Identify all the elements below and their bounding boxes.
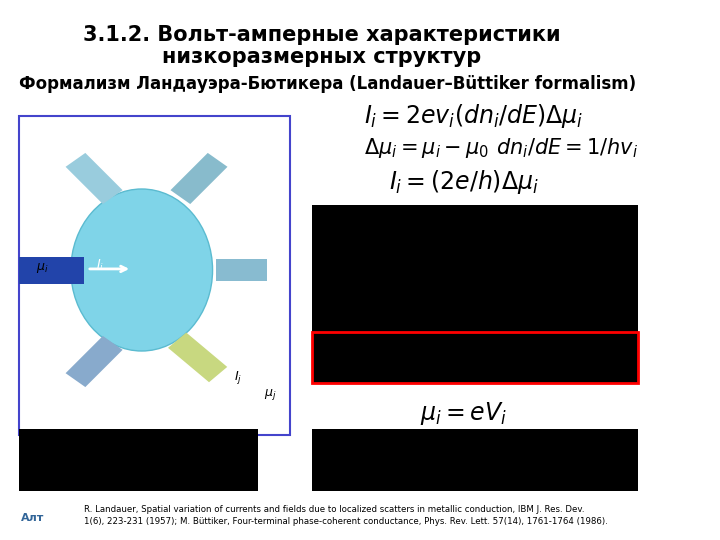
Text: $\mu_j$: $\mu_j$ [264, 387, 276, 402]
Bar [19, 429, 258, 491]
Text: $\mathbf{\mathit{I_i}} = 2e\mathbf{\mathit{v_i}}(d\mathbf{\mathit{n_i}}/d\mathbf: $\mathbf{\mathit{I_i}} = 2e\mathbf{\math… [364, 102, 583, 130]
Text: R. Landauer, Spatial variation of currents and fields due to localized scatters : R. Landauer, Spatial variation of curren… [84, 505, 608, 526]
FancyBboxPatch shape [19, 116, 290, 435]
Text: $d\mathbf{\mathit{n_i}}/d\mathbf{\mathit{E}} = 1/h\mathbf{\mathit{v_i}}$: $d\mathbf{\mathit{n_i}}/d\mathbf{\mathit… [496, 137, 638, 160]
Bar [312, 429, 638, 491]
Text: $\mathbf{\mathit{I_i}} = (2e/h)\Delta\mathbf{\mathit{\mu_i}}$: $\mathbf{\mathit{I_i}} = (2e/h)\Delta\ma… [389, 168, 539, 196]
Text: $I_j$: $I_j$ [234, 369, 243, 387]
Text: $I_i$: $I_i$ [96, 258, 104, 273]
Polygon shape [66, 153, 122, 204]
Polygon shape [19, 256, 84, 284]
Bar [312, 332, 638, 383]
Text: Формализм Ландауэра-Бютикера (Landauer–Büttiker formalism): Формализм Ландауэра-Бютикера (Landauer–B… [19, 75, 636, 93]
Text: 3.1.2. Вольт-амперные характеристики: 3.1.2. Вольт-амперные характеристики [84, 25, 561, 45]
Text: $\Delta\mathbf{\mathit{\mu_i}} =\mathbf{\mathit{\mu_i}} - \mathbf{\mathit{\mu_0}: $\Delta\mathbf{\mathit{\mu_i}} =\mathbf{… [364, 137, 489, 160]
Polygon shape [66, 336, 122, 387]
Polygon shape [216, 259, 267, 281]
Polygon shape [171, 153, 228, 204]
Text: Алт: Алт [20, 514, 44, 523]
Polygon shape [168, 333, 228, 382]
Ellipse shape [71, 189, 212, 351]
Bar [312, 205, 638, 332]
Text: низкоразмерных структур: низкоразмерных структур [163, 46, 482, 67]
Text: $\mu_i$: $\mu_i$ [35, 261, 48, 275]
Text: $\mathbf{\mathit{\mu_i}} = e\mathbf{\mathit{V_i}}$: $\mathbf{\mathit{\mu_i}} = e\mathbf{\mat… [420, 400, 507, 427]
